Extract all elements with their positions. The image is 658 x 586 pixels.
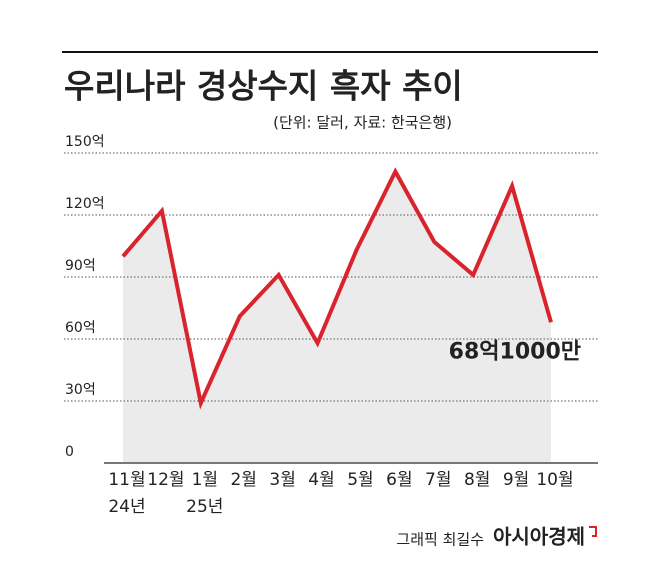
y-tick-label: 120억 (65, 196, 105, 212)
x-tick-label: 4월 (308, 470, 334, 490)
line (121, 167, 553, 410)
x-sublabel: 25년 (186, 497, 223, 517)
x-sublabel: 24년 (108, 497, 145, 517)
x-tick-label: 6월 (386, 470, 412, 490)
x-tick-label: 5월 (347, 470, 373, 490)
x-tick-label: 11월 (108, 470, 145, 490)
brand-icon (589, 526, 597, 537)
y-tick-label: 0 (65, 444, 74, 460)
x-tick-label: 3월 (269, 470, 295, 490)
value-label: 68억1000만 (449, 339, 581, 364)
chart-title: 우리나라 경상수지 흑자 추이 (64, 67, 463, 106)
x-tick-label: 9월 (503, 470, 529, 490)
chart-subtitle: (단위: 달러, 자료: 한국은행) (273, 114, 452, 132)
area (123, 171, 551, 463)
y-tick-label: 30억 (65, 382, 96, 398)
brand: 아시아경제 (493, 525, 585, 549)
x-tick-label: 10월 (536, 470, 573, 490)
y-tick-label: 90억 (65, 258, 96, 274)
credit: 그래픽 최길수 (396, 531, 484, 549)
x-tick-label: 2월 (230, 470, 256, 490)
x-tick-label: 7월 (425, 470, 451, 490)
y-tick-label: 150억 (65, 134, 105, 150)
x-tick-label: 1월 (192, 470, 218, 490)
x-tick-label: 8월 (464, 470, 490, 490)
y-tick-label: 60억 (65, 320, 96, 336)
x-tick-label: 12월 (147, 470, 184, 490)
